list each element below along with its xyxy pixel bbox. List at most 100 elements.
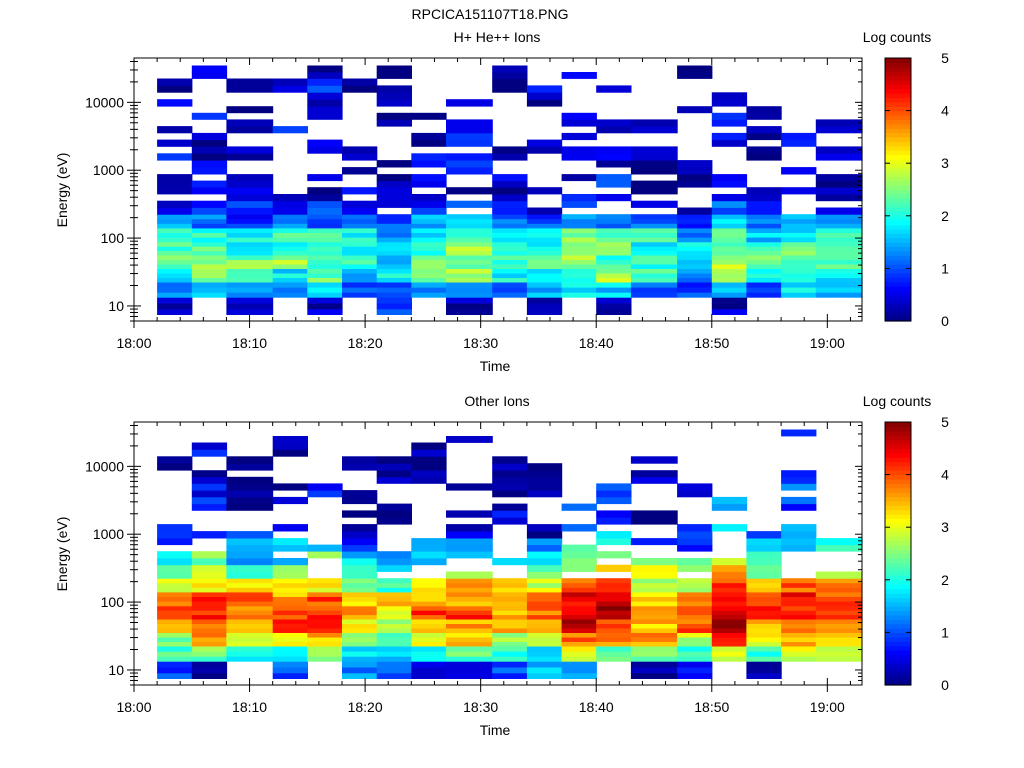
colorbar-swatch — [885, 649, 911, 655]
colorbar-swatch — [885, 202, 911, 208]
heatmap-cell — [376, 596, 412, 602]
heatmap-cell — [376, 605, 412, 611]
heatmap-cell — [526, 623, 563, 629]
heatmap-cell — [226, 85, 274, 93]
heatmap-cell — [711, 218, 748, 224]
heatmap-cell — [226, 223, 274, 229]
heatmap-cell — [157, 596, 193, 602]
y-tick-label: 10 — [108, 298, 124, 314]
heatmap-cell — [157, 308, 193, 315]
heatmap-cell — [677, 632, 713, 638]
heatmap-cell — [492, 65, 528, 73]
heatmap-cell — [411, 646, 447, 652]
heatmap-cell — [746, 587, 782, 593]
heatmap-cell — [226, 623, 274, 629]
heatmap-cell — [272, 277, 308, 283]
heatmap-cell — [596, 510, 632, 518]
heatmap-cell — [781, 250, 817, 256]
heatmap-cell — [157, 99, 193, 107]
heatmap-cell — [272, 214, 308, 220]
heatmap-cell — [446, 218, 493, 224]
heatmap-cell — [711, 592, 748, 597]
heatmap-cell — [411, 551, 447, 559]
heatmap-cell — [492, 78, 528, 86]
heatmap-cell — [446, 605, 493, 611]
heatmap-cell — [157, 297, 193, 304]
heatmap-cell — [630, 153, 678, 161]
heatmap-cell — [411, 628, 447, 633]
heatmap-cell — [492, 637, 528, 642]
heatmap-cell — [677, 637, 713, 642]
heatmap-cell — [677, 490, 713, 498]
heatmap-cell — [815, 592, 863, 597]
heatmap-cell — [561, 292, 597, 298]
colorbar-swatch — [885, 505, 911, 511]
heatmap-cell — [746, 578, 782, 584]
heatmap-cell — [596, 255, 632, 260]
heatmap-cell — [157, 292, 193, 298]
heatmap-cell — [226, 207, 274, 215]
heatmap-cell — [746, 218, 782, 224]
y-tick-label: 1000 — [93, 526, 124, 542]
colorbar-swatch — [885, 272, 911, 278]
heatmap-cell — [711, 619, 748, 624]
heatmap-cell — [226, 146, 274, 154]
heatmap-cell — [492, 628, 528, 633]
heatmap-cell — [307, 277, 343, 283]
colorbar-swatch — [885, 676, 911, 682]
heatmap-cell — [630, 592, 678, 597]
heatmap-cell — [191, 637, 228, 642]
colorbar-swatch — [885, 285, 911, 291]
heatmap-cell — [157, 180, 193, 188]
heatmap-cell — [411, 200, 447, 208]
heatmap-cell — [526, 277, 563, 283]
heatmap-cell — [815, 544, 863, 552]
heatmap-cell — [815, 287, 863, 293]
heatmap-cell — [526, 605, 563, 611]
heatmap-cell — [815, 538, 863, 546]
heatmap-cell — [272, 651, 308, 657]
heatmap-cell — [596, 496, 632, 505]
heatmap-cell — [596, 656, 632, 662]
colorbar-swatch — [885, 514, 911, 519]
heatmap-cell — [677, 564, 713, 572]
heatmap-cell — [272, 564, 308, 572]
heatmap-cell — [815, 207, 863, 215]
heatmap-cell — [411, 237, 447, 243]
heatmap-cell — [157, 273, 193, 278]
heatmap-cell — [781, 214, 817, 220]
heatmap-cell — [746, 200, 782, 208]
heatmap-cell — [307, 308, 343, 315]
heatmap-cell — [746, 582, 782, 588]
heatmap-cell — [781, 614, 817, 620]
heatmap-cell — [746, 651, 782, 657]
heatmap-cell — [191, 442, 228, 450]
heatmap-cell — [630, 264, 678, 269]
heatmap-cell — [411, 651, 447, 657]
heatmap-cell — [226, 250, 274, 256]
heatmap-cell — [815, 218, 863, 224]
heatmap-cell — [307, 596, 343, 602]
heatmap-cell — [711, 610, 748, 616]
colorbar-swatch — [885, 487, 911, 493]
heatmap-cell — [677, 605, 713, 611]
heatmap-cell — [677, 614, 713, 620]
heatmap-cell — [157, 623, 193, 629]
heatmap-cell — [342, 218, 378, 224]
heatmap-cell — [526, 292, 563, 298]
heatmap-cell — [492, 194, 528, 202]
heatmap-cell — [226, 463, 274, 471]
heatmap-cell — [307, 250, 343, 256]
heatmap-cell — [596, 601, 632, 607]
heatmap-cell — [157, 651, 193, 657]
heatmap-cell — [411, 218, 447, 224]
colorbar-frame — [884, 421, 912, 686]
colorbar-swatch — [885, 294, 911, 300]
heatmap-cell — [677, 250, 713, 256]
heatmap-cell — [226, 596, 274, 602]
heatmap-cell — [492, 605, 528, 611]
heatmap-cell — [307, 587, 343, 593]
heatmap-cell — [561, 672, 597, 679]
heatmap-cell — [226, 119, 274, 127]
heatmap-cell — [781, 264, 817, 269]
